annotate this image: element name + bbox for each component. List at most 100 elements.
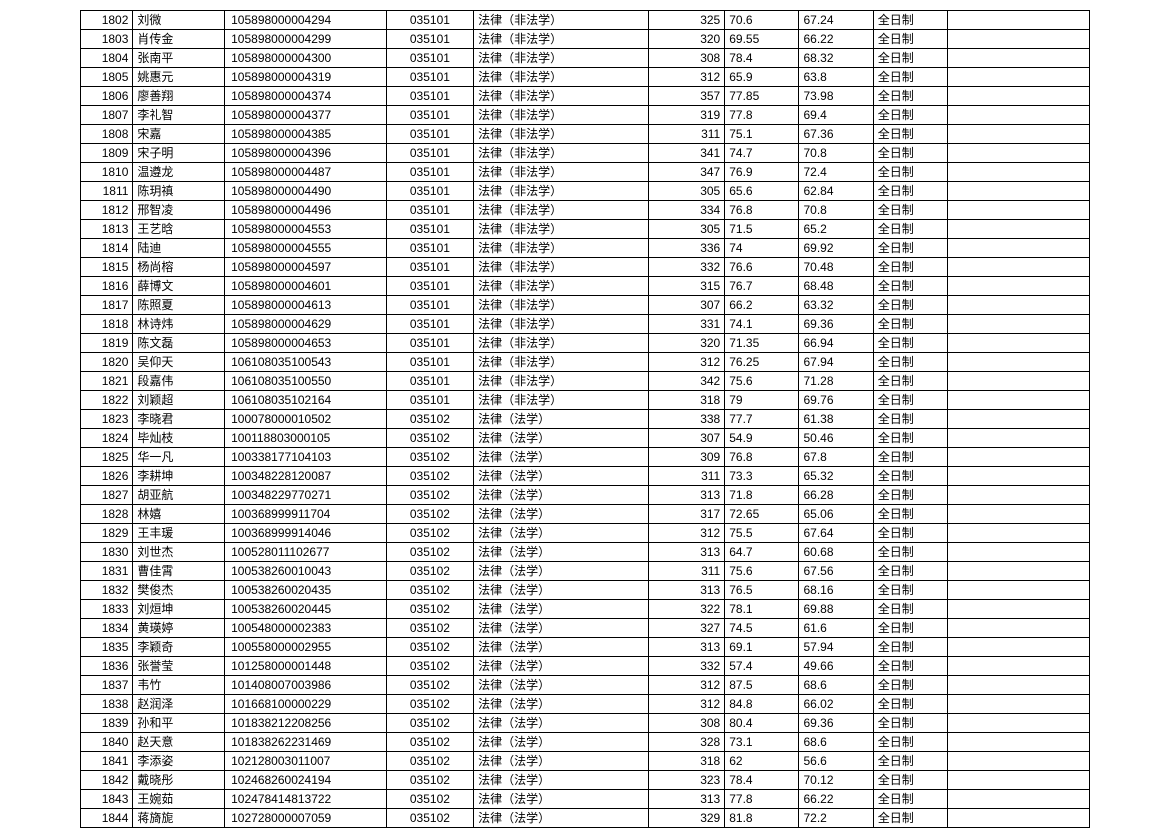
table-cell: 法律（非法学） — [474, 258, 649, 277]
table-cell: 1823 — [81, 410, 133, 429]
table-cell: 325 — [648, 11, 724, 30]
table-cell: 林诗炜 — [133, 315, 225, 334]
table-cell: 035102 — [386, 809, 473, 828]
table-row: 1804张南平105898000004300035101法律（非法学）30878… — [81, 49, 1090, 68]
table-cell: 312 — [648, 695, 724, 714]
table-cell: 035101 — [386, 106, 473, 125]
table-row: 1824毕灿枝100118803000105035102法律（法学）30754.… — [81, 429, 1090, 448]
table-cell: 67.56 — [799, 562, 873, 581]
table-cell — [947, 714, 1089, 733]
table-cell: 61.6 — [799, 619, 873, 638]
table-cell: 341 — [648, 144, 724, 163]
table-cell: 035101 — [386, 353, 473, 372]
table-cell: 孙和平 — [133, 714, 225, 733]
table-row: 1828林嬉100368999911704035102法律（法学）31772.6… — [81, 505, 1090, 524]
table-cell: 65.32 — [799, 467, 873, 486]
table-cell: 63.8 — [799, 68, 873, 87]
table-cell: 62 — [725, 752, 799, 771]
table-cell: 法律（非法学） — [474, 30, 649, 49]
table-cell: 1838 — [81, 695, 133, 714]
table-cell: 1842 — [81, 771, 133, 790]
table-cell: 法律（法学） — [474, 448, 649, 467]
table-cell: 75.1 — [725, 125, 799, 144]
table-cell: 56.6 — [799, 752, 873, 771]
table-cell: 法律（法学） — [474, 543, 649, 562]
table-cell — [947, 448, 1089, 467]
table-cell: 1835 — [81, 638, 133, 657]
table-cell — [947, 334, 1089, 353]
table-cell — [947, 125, 1089, 144]
table-cell: 法律（非法学） — [474, 353, 649, 372]
table-cell: 全日制 — [873, 49, 947, 68]
table-row: 1807李礼智105898000004377035101法律（非法学）31977… — [81, 106, 1090, 125]
table-cell — [947, 733, 1089, 752]
table-cell: 72.4 — [799, 163, 873, 182]
table-cell — [947, 809, 1089, 828]
table-cell: 315 — [648, 277, 724, 296]
table-cell: 78.4 — [725, 771, 799, 790]
table-cell: 67.8 — [799, 448, 873, 467]
table-cell — [947, 372, 1089, 391]
table-cell: 035101 — [386, 11, 473, 30]
table-cell: 75.6 — [725, 372, 799, 391]
table-cell: 1824 — [81, 429, 133, 448]
table-cell: 林嬉 — [133, 505, 225, 524]
table-cell: 曹佳霄 — [133, 562, 225, 581]
table-cell: 76.8 — [725, 448, 799, 467]
table-cell: 57.94 — [799, 638, 873, 657]
table-cell: 75.5 — [725, 524, 799, 543]
table-cell: 68.6 — [799, 733, 873, 752]
table-cell: 全日制 — [873, 391, 947, 410]
table-cell: 法律（法学） — [474, 467, 649, 486]
table-cell: 100548000002383 — [225, 619, 387, 638]
table-cell: 1812 — [81, 201, 133, 220]
table-cell: 69.4 — [799, 106, 873, 125]
table-cell: 318 — [648, 391, 724, 410]
table-cell: 68.16 — [799, 581, 873, 600]
table-cell: 105898000004601 — [225, 277, 387, 296]
table-cell — [947, 68, 1089, 87]
table-cell: 101258000001448 — [225, 657, 387, 676]
table-cell — [947, 676, 1089, 695]
table-cell: 法律（法学） — [474, 619, 649, 638]
table-cell: 78.1 — [725, 600, 799, 619]
table-cell: 73.1 — [725, 733, 799, 752]
table-cell: 法律（非法学） — [474, 239, 649, 258]
table-cell: 313 — [648, 543, 724, 562]
table-cell: 035102 — [386, 581, 473, 600]
table-cell: 81.8 — [725, 809, 799, 828]
table-cell: 67.36 — [799, 125, 873, 144]
table-cell: 102728000007059 — [225, 809, 387, 828]
table-cell: 赵天意 — [133, 733, 225, 752]
table-cell: 全日制 — [873, 714, 947, 733]
table-cell: 温遵龙 — [133, 163, 225, 182]
table-cell: 廖善翔 — [133, 87, 225, 106]
table-cell: 全日制 — [873, 296, 947, 315]
table-cell: 312 — [648, 68, 724, 87]
table-cell: 49.66 — [799, 657, 873, 676]
table-row: 1802刘微105898000004294035101法律（非法学）32570.… — [81, 11, 1090, 30]
table-cell: 68.6 — [799, 676, 873, 695]
table-cell — [947, 391, 1089, 410]
table-cell: 陈文磊 — [133, 334, 225, 353]
table-cell: 69.88 — [799, 600, 873, 619]
table-cell: 035101 — [386, 201, 473, 220]
table-cell: 法律（非法学） — [474, 125, 649, 144]
table-cell: 100348228120087 — [225, 467, 387, 486]
table-cell: 法律（法学） — [474, 790, 649, 809]
table-cell: 李晓君 — [133, 410, 225, 429]
table-cell: 67.24 — [799, 11, 873, 30]
table-row: 1823李晓君100078000010502035102法律（法学）33877.… — [81, 410, 1090, 429]
table-cell: 张誉莹 — [133, 657, 225, 676]
table-cell: 法律（法学） — [474, 771, 649, 790]
table-cell: 100348229770271 — [225, 486, 387, 505]
table-cell: 320 — [648, 334, 724, 353]
table-cell: 全日制 — [873, 524, 947, 543]
table-cell: 全日制 — [873, 410, 947, 429]
table-row: 1814陆迪105898000004555035101法律（非法学）336746… — [81, 239, 1090, 258]
table-cell: 65.9 — [725, 68, 799, 87]
table-cell: 035102 — [386, 448, 473, 467]
table-cell: 73.3 — [725, 467, 799, 486]
table-cell: 69.55 — [725, 30, 799, 49]
table-cell: 65.06 — [799, 505, 873, 524]
